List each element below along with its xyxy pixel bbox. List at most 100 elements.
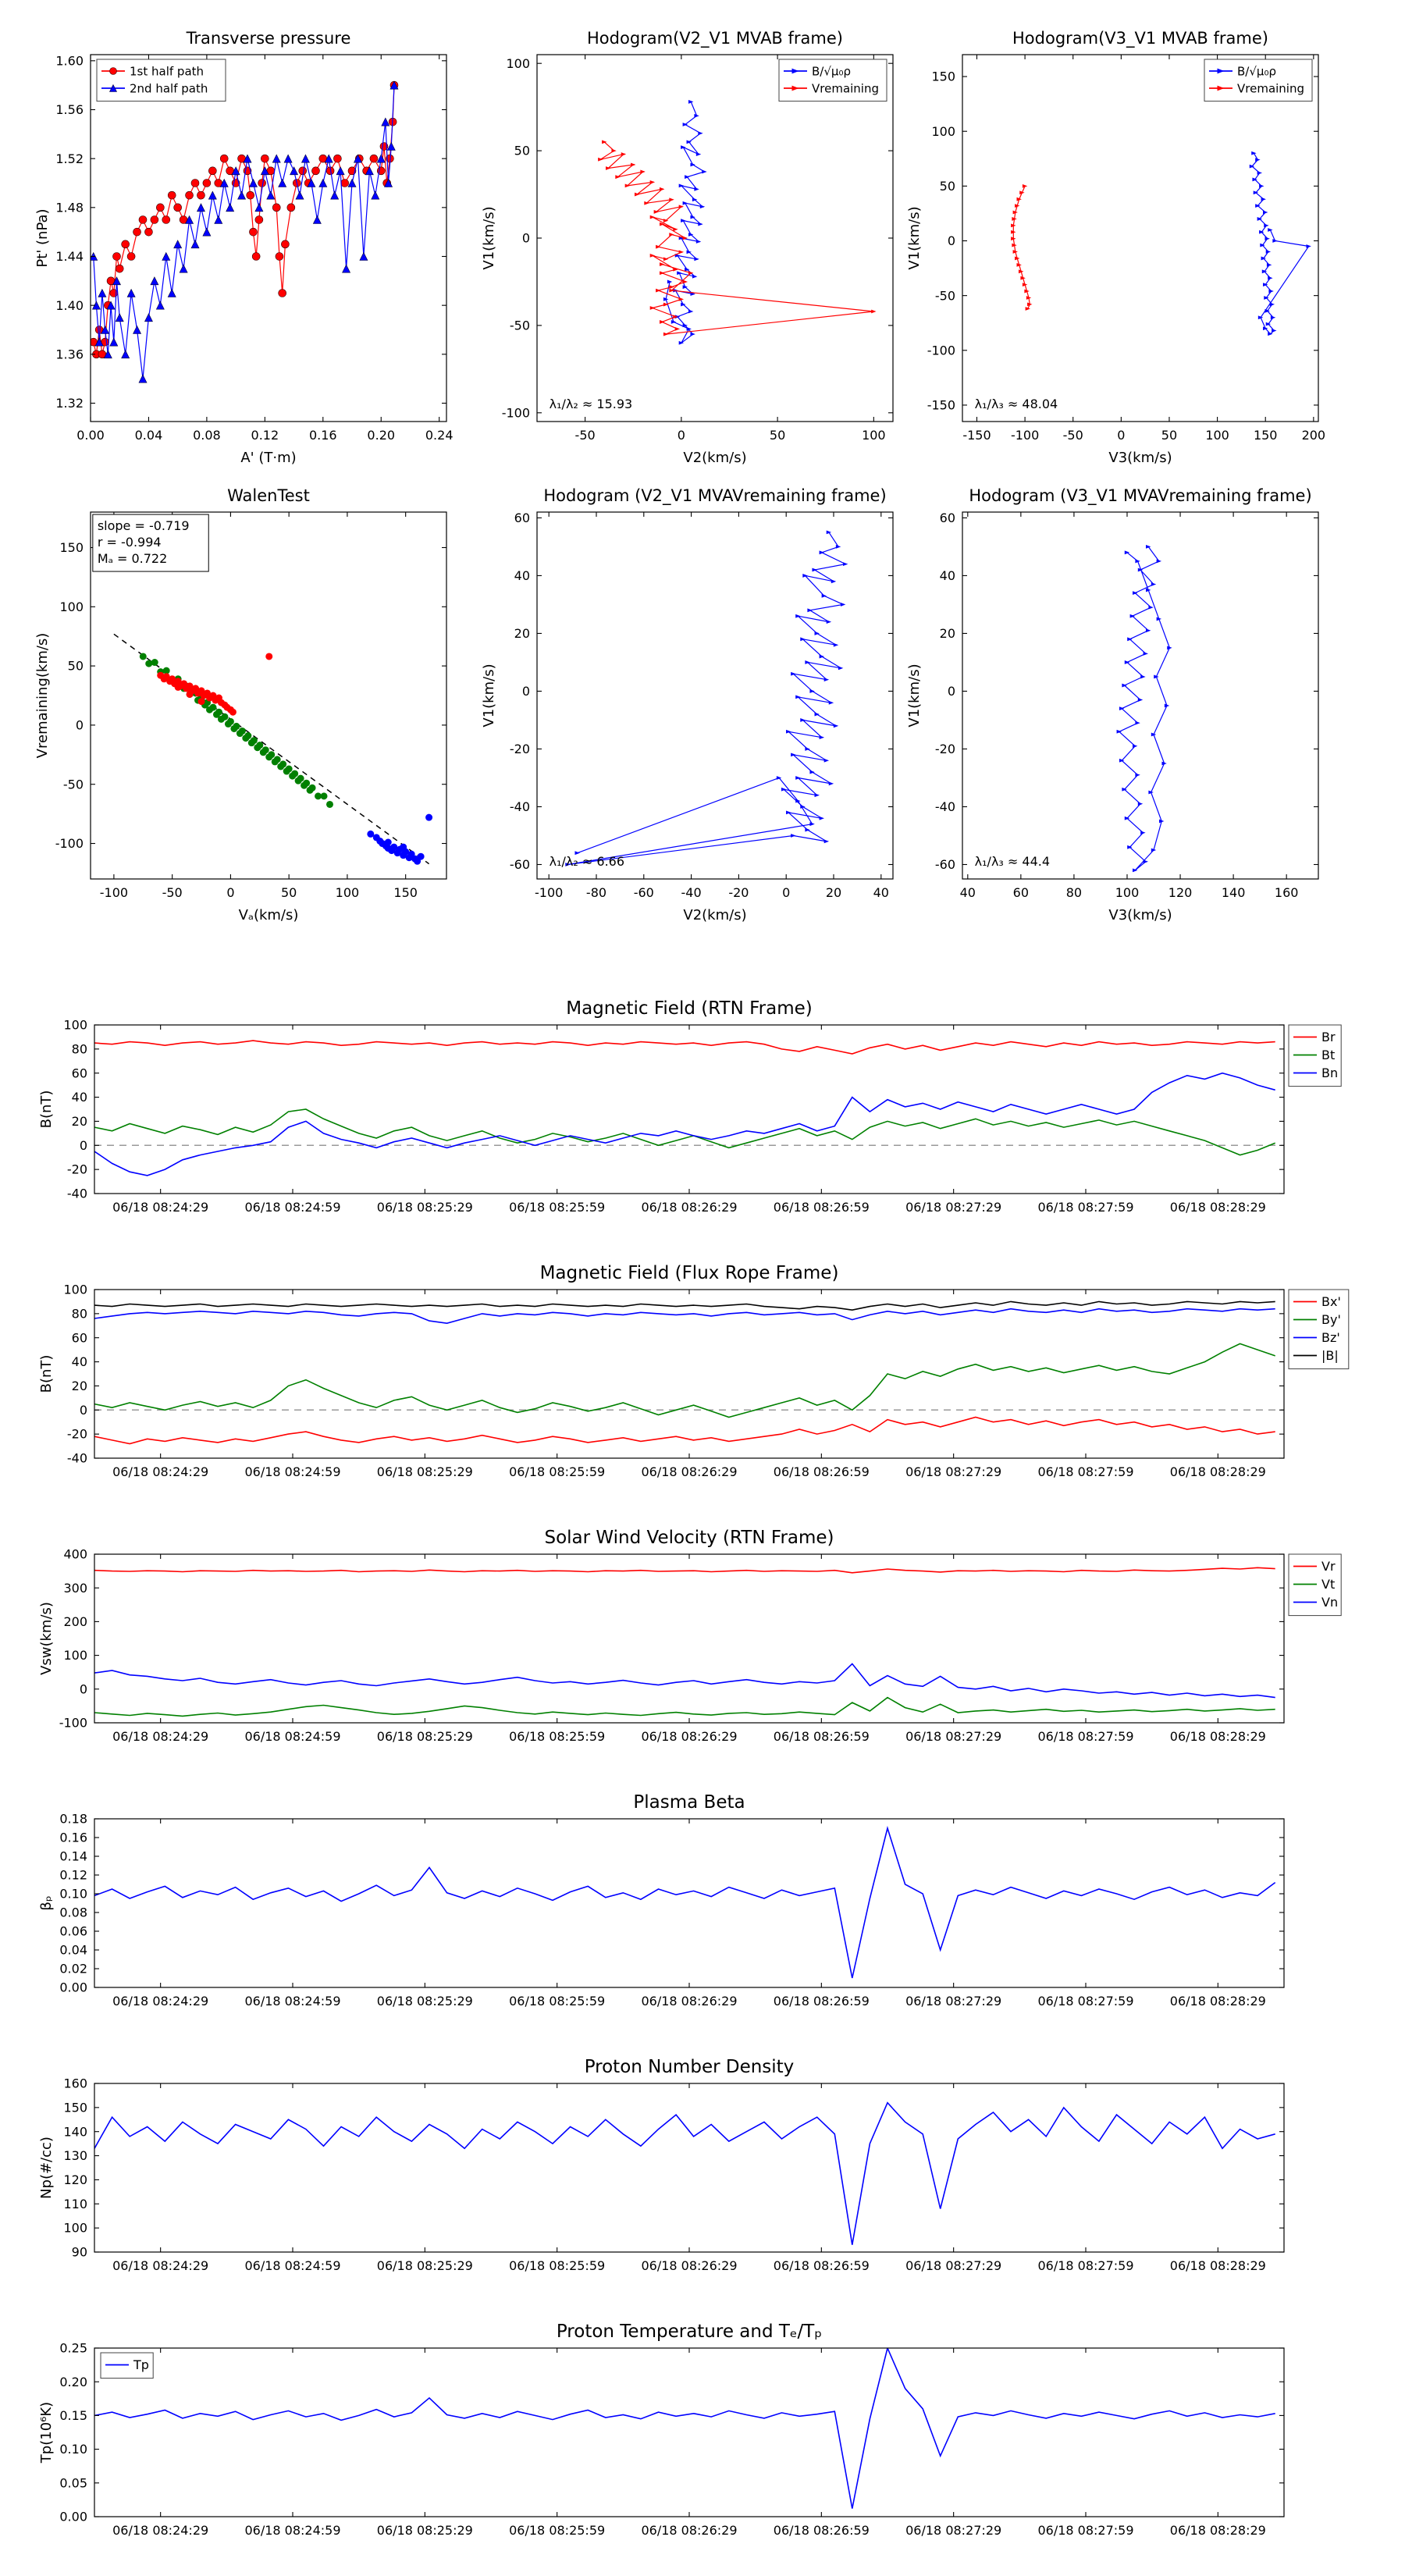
- x-tick-label: 06/18 08:27:29: [905, 2258, 1001, 2273]
- y-tick-label: 0.10: [59, 1887, 87, 1902]
- marker: [673, 267, 678, 272]
- chart-svg-mag-fluxrope: 06/18 08:24:29 06/18 08:24:59 06/18 08:25:…: [38, 1263, 1350, 1479]
- marker: [1012, 217, 1017, 221]
- x-tick-label: -150: [962, 428, 991, 443]
- y-tick-label: 1.32: [55, 396, 84, 411]
- marker: [1122, 683, 1127, 688]
- marker: [698, 222, 703, 226]
- legend-label: Bz': [1321, 1330, 1340, 1345]
- y-tick-label: 100: [59, 600, 84, 614]
- x-tick-label: 50: [770, 428, 785, 443]
- marker: [371, 190, 380, 200]
- marker: [283, 154, 293, 163]
- marker: [1020, 276, 1026, 280]
- y-tick-label: -40: [67, 1451, 87, 1466]
- marker: [190, 240, 200, 249]
- marker: [663, 219, 669, 223]
- marker: [660, 187, 665, 191]
- x-tick-label: 06/18 08:25:59: [509, 1729, 605, 1744]
- legend-label: |B|: [1321, 1348, 1339, 1363]
- marker: [308, 784, 316, 792]
- chart-title: Proton Number Density: [585, 2057, 795, 2077]
- legend-label: Bn: [1321, 1066, 1338, 1080]
- marker: [678, 250, 685, 254]
- marker: [694, 113, 699, 118]
- marker: [1261, 256, 1266, 261]
- marker: [1156, 617, 1162, 621]
- marker: [115, 313, 124, 322]
- x-tick-label: 06/18 08:26:59: [774, 1994, 870, 2008]
- plot-area: [1116, 545, 1172, 873]
- marker: [279, 760, 287, 768]
- chart-title: Transverse pressure: [186, 29, 351, 48]
- x-tick-label: 06/18 08:26:59: [774, 1464, 870, 1479]
- y-tick-label: 0: [522, 231, 530, 246]
- y-tick-label: 0.06: [59, 1924, 87, 1939]
- chart-transverse-pressure: 0.00 0.04 0.08 0.12 0.16 0.20 0.24 1.32 1.36 1.40…: [28, 20, 459, 474]
- marker: [285, 765, 293, 773]
- marker: [173, 240, 183, 249]
- marker: [1272, 239, 1278, 243]
- x-tick-label: 06/18 08:27:59: [1037, 2523, 1133, 2538]
- marker: [663, 297, 669, 301]
- y-tick-label: 0.02: [59, 1962, 87, 1976]
- marker: [1268, 228, 1273, 232]
- marker: [389, 80, 399, 90]
- x-tick-label: 50: [281, 885, 297, 900]
- marker: [800, 637, 806, 642]
- y-tick-label: -150: [927, 398, 955, 413]
- x-tick-label: 06/18 08:28:29: [1170, 2523, 1266, 2538]
- x-tick-label: 06/18 08:26:29: [641, 1994, 737, 2008]
- y-axis-label: B(nT): [38, 1355, 55, 1393]
- marker: [1143, 651, 1149, 656]
- marker: [133, 227, 141, 237]
- marker: [1263, 210, 1268, 215]
- chart-title: WalenTest: [227, 486, 310, 505]
- series-Vt: [94, 1696, 1275, 1717]
- y-tick-label: 0.00: [59, 2510, 87, 2524]
- marker: [1011, 229, 1016, 234]
- y-tick-label: 50: [940, 179, 955, 194]
- legend: Bx' By' Bz' |B|: [1288, 1289, 1350, 1370]
- x-tick-label: 06/18 08:24:59: [244, 2258, 340, 2273]
- chart-svg-walen-test: -100 -50 0 50 100 150 -100 -50 0 50 100 150 WalenTes…: [34, 486, 447, 923]
- x-tick-label: 100: [1115, 885, 1140, 900]
- plot-bg: [94, 1290, 1284, 1458]
- y-tick-label: 100: [63, 1648, 87, 1663]
- marker: [660, 262, 665, 266]
- marker: [786, 729, 791, 734]
- legend: Tp: [100, 2352, 154, 2379]
- x-tick-label: 06/18 08:27:29: [905, 1464, 1001, 1479]
- marker: [574, 851, 580, 856]
- marker: [688, 271, 694, 276]
- marker: [215, 708, 222, 716]
- legend-label: Vn: [1321, 1595, 1338, 1610]
- marker: [1263, 326, 1268, 331]
- x-tick-label: 06/18 08:26:59: [774, 1729, 870, 1744]
- x-tick-label: 20: [826, 885, 841, 900]
- marker: [692, 274, 698, 279]
- marker: [649, 253, 656, 258]
- marker: [823, 758, 830, 763]
- marker: [795, 614, 801, 618]
- plot-area: [94, 1040, 1284, 1176]
- x-tick-label: 0.20: [367, 428, 395, 443]
- series-Bn: [94, 1072, 1275, 1176]
- marker: [805, 827, 810, 832]
- x-tick-label: 06/18 08:25:29: [377, 1200, 473, 1215]
- marker: [167, 288, 176, 297]
- marker: [686, 250, 692, 254]
- x-axis-label: V3(km/s): [1108, 907, 1172, 923]
- x-tick-label: 06/18 08:24:59: [244, 2523, 340, 2538]
- y-tick-label: -40: [67, 1187, 87, 1201]
- marker: [202, 227, 212, 237]
- marker: [831, 579, 837, 584]
- marker: [1027, 302, 1033, 307]
- marker: [686, 326, 692, 331]
- marker: [386, 141, 396, 151]
- x-axis-label: V2(km/s): [683, 907, 746, 923]
- y-axis-label: V1(km/s): [906, 206, 923, 269]
- legend-label: Vremaining: [1237, 81, 1304, 95]
- x-tick-label: 06/18 08:27:29: [905, 2523, 1001, 2538]
- marker: [202, 179, 212, 187]
